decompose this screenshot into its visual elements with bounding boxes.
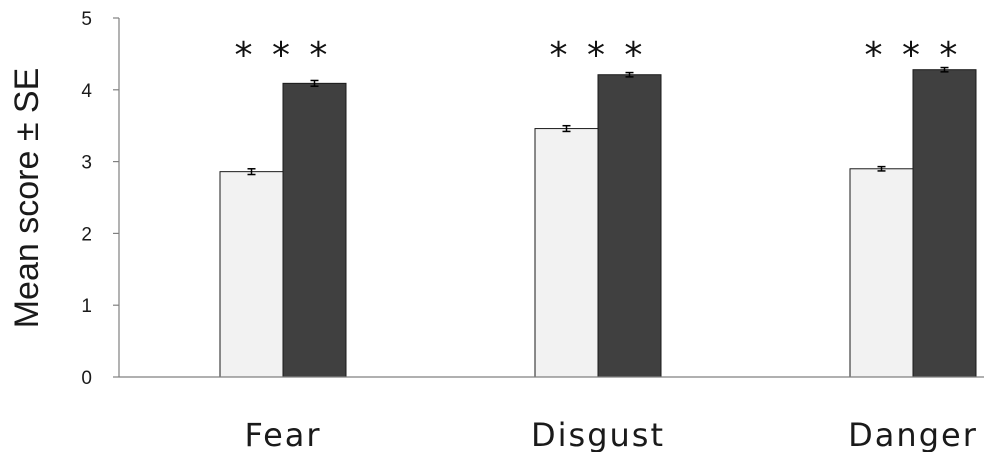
error-bar: [940, 66, 949, 73]
bar-series-2-disgust: [597, 74, 662, 378]
error-bar: [310, 79, 319, 87]
x-category-label: Disgust: [531, 416, 665, 452]
significance-annotations: * * * * * * * * *: [235, 35, 962, 76]
bars: [219, 69, 977, 378]
y-tick-label: 1: [81, 296, 92, 317]
error-bar: [562, 124, 571, 133]
y-axis-title: Mean score ± SE: [8, 68, 46, 329]
error-bar: [625, 71, 634, 78]
y-tick-label: 0: [81, 368, 92, 389]
y-tick-label: 3: [81, 153, 92, 174]
error-bar: [877, 165, 886, 172]
error-bars: [247, 66, 949, 176]
y-axis: 0 1 2 3 4 5: [81, 9, 120, 389]
x-category-label: Fear: [244, 416, 321, 452]
significance-label: * * *: [865, 35, 962, 76]
y-tick-label: 5: [81, 9, 92, 30]
bar-series-1-disgust: [534, 128, 599, 378]
significance-label: * * *: [235, 35, 332, 76]
bar-series-1-fear: [219, 171, 284, 378]
bar-series-2-danger: [912, 69, 977, 378]
x-axis: Fear Disgust Danger: [119, 376, 984, 452]
y-tick-label: 4: [81, 81, 92, 102]
bar-series-1-danger: [849, 168, 914, 378]
bar-series-2-fear: [282, 82, 347, 378]
x-category-label: Danger: [848, 416, 978, 452]
y-tick-label: 2: [81, 224, 92, 245]
error-bar: [247, 168, 256, 176]
significance-label: * * *: [550, 35, 647, 76]
